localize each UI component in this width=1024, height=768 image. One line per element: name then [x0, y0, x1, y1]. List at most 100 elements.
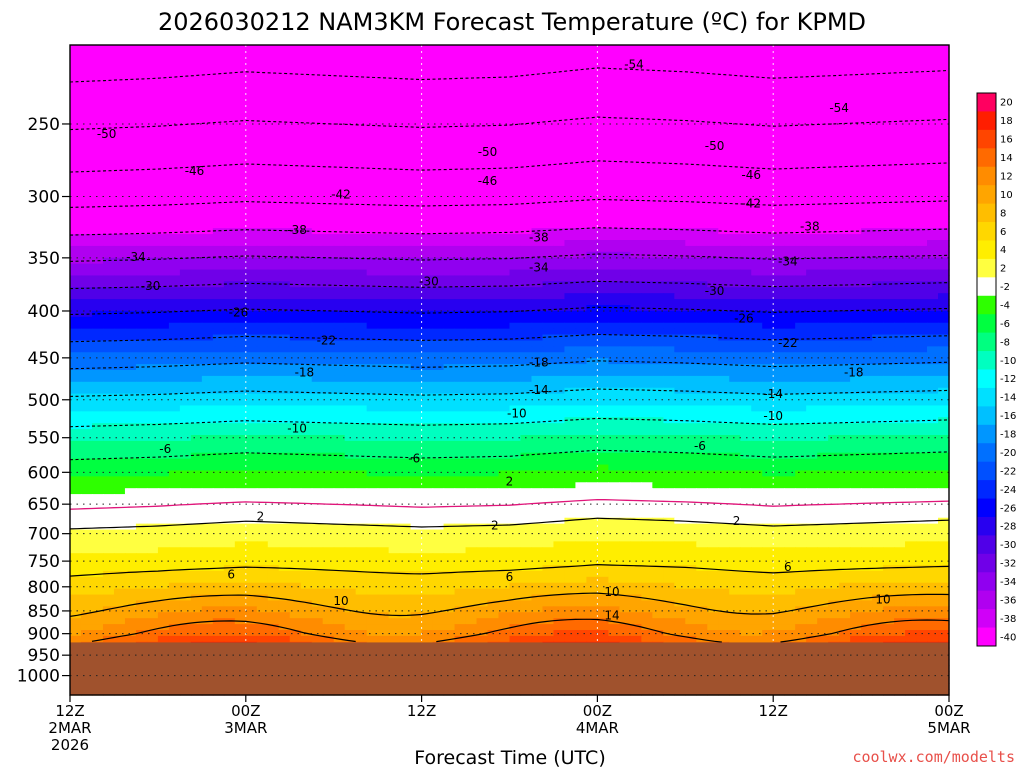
temperature-cell	[322, 104, 335, 111]
temperature-cell	[289, 305, 302, 312]
temperature-cell	[135, 287, 148, 294]
temperature-cell	[883, 316, 895, 324]
temperature-cell	[916, 234, 928, 241]
temperature-cell	[91, 92, 104, 99]
temperature-cell	[201, 340, 214, 347]
temperature-cell	[267, 310, 280, 318]
temperature-cell	[377, 86, 390, 93]
temperature-cell	[696, 240, 708, 247]
temperature-cell	[245, 234, 258, 241]
temperature-cell	[113, 358, 126, 365]
temperature-cell	[597, 310, 609, 318]
temperature-cell	[850, 228, 862, 235]
temperature-cell	[619, 399, 631, 407]
temperature-cell	[828, 275, 840, 282]
temperature-cell	[850, 287, 862, 294]
temperature-cell	[905, 399, 917, 407]
temperature-cell	[333, 198, 346, 206]
temperature-cell	[729, 151, 741, 158]
temperature-cell	[795, 358, 807, 365]
temperature-cell	[762, 352, 774, 359]
temperature-cell	[938, 192, 950, 200]
temperature-cell	[256, 316, 269, 324]
temperature-cell	[201, 275, 214, 282]
temperature-cell	[157, 186, 170, 194]
temperature-cell	[828, 145, 840, 152]
temperature-cell	[542, 293, 555, 300]
temperature-cell	[245, 322, 258, 330]
temperature-cell	[641, 151, 653, 158]
temperature-cell	[366, 251, 379, 259]
temperature-cell	[388, 180, 401, 188]
temperature-cell	[355, 293, 368, 300]
temperature-cell	[278, 245, 291, 253]
temperature-cell	[553, 293, 566, 300]
temperature-cell	[135, 240, 148, 247]
temperature-cell	[102, 240, 115, 247]
temperature-cell	[839, 104, 851, 111]
temperature-cell	[421, 210, 434, 217]
temperature-cell	[113, 98, 126, 105]
temperature-cell	[696, 222, 708, 229]
temperature-cell	[597, 127, 609, 135]
temperature-cell	[498, 163, 511, 170]
temperature-cell	[223, 110, 236, 117]
temperature-cell	[718, 310, 730, 318]
temperature-cell	[487, 269, 500, 277]
temperature-cell	[212, 245, 225, 253]
temperature-cell	[751, 275, 763, 282]
temperature-cell	[498, 175, 511, 182]
temperature-cell	[553, 216, 566, 223]
temperature-cell	[916, 352, 928, 359]
temperature-cell	[828, 381, 840, 389]
temperature-cell	[498, 74, 511, 82]
temperature-cell	[465, 175, 478, 182]
temperature-cell	[531, 62, 544, 70]
temperature-cell	[135, 127, 148, 135]
temperature-cell	[355, 322, 368, 330]
temperature-cell	[454, 86, 467, 93]
temperature-cell	[927, 180, 939, 188]
temperature-cell	[707, 328, 719, 336]
temperature-cell	[641, 222, 653, 229]
temperature-cell	[476, 316, 489, 324]
temperature-cell	[70, 228, 82, 235]
temperature-cell	[102, 210, 115, 217]
temperature-cell	[828, 62, 840, 70]
temperature-cell	[212, 98, 225, 105]
temperature-cell	[916, 74, 928, 82]
temperature-cell	[432, 405, 445, 412]
temperature-cell	[608, 245, 620, 253]
temperature-cell	[872, 405, 884, 412]
temperature-cell	[135, 405, 148, 412]
temperature-cell	[542, 393, 555, 401]
temperature-cell	[674, 175, 686, 182]
temperature-cell	[245, 222, 258, 229]
temperature-cell	[740, 358, 752, 365]
temperature-cell	[157, 68, 170, 76]
temperature-cell	[498, 45, 511, 52]
temperature-cell	[795, 210, 807, 217]
temperature-cell	[234, 186, 247, 194]
temperature-cell	[938, 228, 950, 235]
temperature-cell	[256, 352, 269, 359]
temperature-cell	[608, 269, 620, 277]
temperature-cell	[498, 98, 511, 105]
temperature-cell	[828, 121, 840, 129]
temperature-cell	[916, 305, 928, 312]
temperature-cell	[608, 121, 620, 129]
temperature-cell	[641, 186, 653, 194]
temperature-cell	[806, 115, 818, 123]
temperature-cell	[322, 80, 335, 87]
temperature-cell	[927, 139, 939, 147]
temperature-cell	[289, 56, 302, 64]
temperature-cell	[696, 121, 708, 129]
temperature-cell	[905, 86, 917, 93]
temperature-cell	[707, 375, 719, 383]
temperature-cell	[487, 370, 500, 377]
temperature-cell	[146, 210, 159, 217]
temperature-cell	[432, 358, 445, 365]
temperature-cell	[70, 334, 82, 342]
temperature-cell	[564, 381, 577, 389]
temperature-cell	[586, 334, 598, 342]
